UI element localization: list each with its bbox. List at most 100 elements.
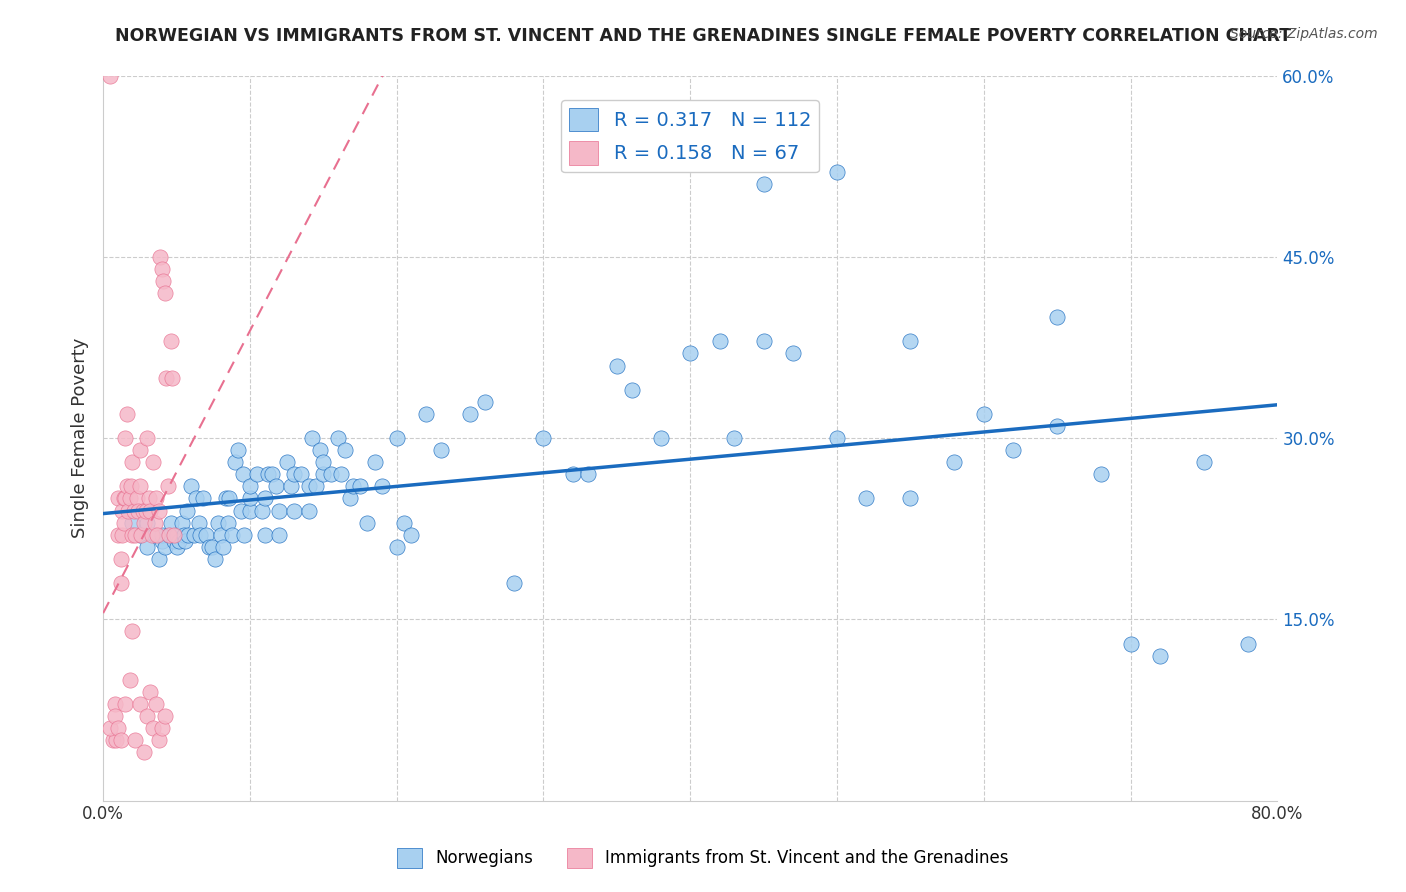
Point (169, 533, 191, 548)
Point (191, 491, 214, 506)
Point (342, 479, 364, 493)
Legend: Norwegians, Immigrants from St. Vincent and the Grenadines: Norwegians, Immigrants from St. Vincent … (391, 841, 1015, 875)
Point (290, 467, 312, 482)
Point (122, 503, 145, 517)
Point (233, 527, 256, 541)
Point (159, 334, 181, 349)
Point (100, 721, 122, 735)
Point (212, 540, 235, 554)
Point (326, 431, 349, 445)
Point (118, 673, 141, 687)
Point (269, 527, 291, 541)
Point (173, 527, 195, 541)
Point (145, 491, 167, 506)
Point (107, 527, 129, 541)
Point (1192, 455, 1215, 469)
Point (156, 479, 179, 493)
Point (121, 624, 143, 639)
Point (458, 407, 481, 421)
Point (136, 516, 159, 530)
Point (385, 431, 408, 445)
Point (153, 286, 176, 301)
Point (166, 540, 188, 554)
Point (128, 479, 150, 493)
Point (752, 178, 775, 192)
Point (239, 491, 262, 506)
Point (141, 527, 163, 541)
Point (111, 527, 134, 541)
Point (146, 527, 169, 541)
Point (900, 491, 922, 506)
Point (187, 516, 209, 530)
Point (166, 527, 188, 541)
Point (125, 491, 148, 506)
Point (115, 407, 138, 421)
Point (217, 516, 239, 530)
Point (385, 540, 408, 554)
Point (128, 443, 150, 458)
Point (149, 250, 172, 264)
Point (153, 540, 176, 554)
Point (148, 503, 170, 517)
Point (128, 697, 150, 711)
Point (134, 745, 156, 759)
Point (269, 503, 291, 517)
Point (1149, 648, 1171, 663)
Point (250, 503, 273, 517)
Point (298, 479, 321, 493)
Point (142, 455, 165, 469)
Point (226, 443, 249, 458)
Point (752, 334, 775, 349)
Point (104, 709, 127, 723)
Point (139, 503, 162, 517)
Point (162, 533, 184, 548)
Point (132, 503, 155, 517)
Point (825, 165, 848, 179)
Point (107, 491, 129, 506)
Point (152, 274, 174, 288)
Point (309, 443, 332, 458)
Point (148, 733, 170, 747)
Point (145, 697, 167, 711)
Point (176, 503, 198, 517)
Point (253, 527, 276, 541)
Point (153, 709, 176, 723)
Point (709, 334, 731, 349)
Point (943, 455, 966, 469)
Point (105, 733, 128, 747)
Point (110, 733, 132, 747)
Point (204, 552, 226, 566)
Point (134, 516, 156, 530)
Point (150, 527, 173, 541)
Point (474, 394, 496, 409)
Point (115, 479, 138, 493)
Point (415, 407, 437, 421)
Point (110, 552, 132, 566)
Point (782, 346, 804, 360)
Point (114, 697, 136, 711)
Point (172, 516, 194, 530)
Point (1237, 636, 1260, 650)
Point (183, 527, 205, 541)
Point (162, 527, 184, 541)
Point (143, 516, 166, 530)
Point (392, 516, 415, 530)
Point (280, 479, 302, 493)
Point (124, 733, 146, 747)
Point (429, 443, 451, 458)
Point (283, 503, 305, 517)
Point (256, 467, 278, 482)
Point (620, 383, 643, 397)
Point (576, 467, 599, 482)
Point (298, 503, 321, 517)
Point (305, 479, 328, 493)
Point (128, 527, 150, 541)
Y-axis label: Single Female Poverty: Single Female Poverty (72, 338, 89, 538)
Point (1046, 310, 1069, 325)
Point (198, 540, 221, 554)
Point (218, 491, 240, 506)
Point (157, 527, 180, 541)
Point (371, 479, 394, 493)
Point (1046, 419, 1069, 434)
Point (825, 431, 848, 445)
